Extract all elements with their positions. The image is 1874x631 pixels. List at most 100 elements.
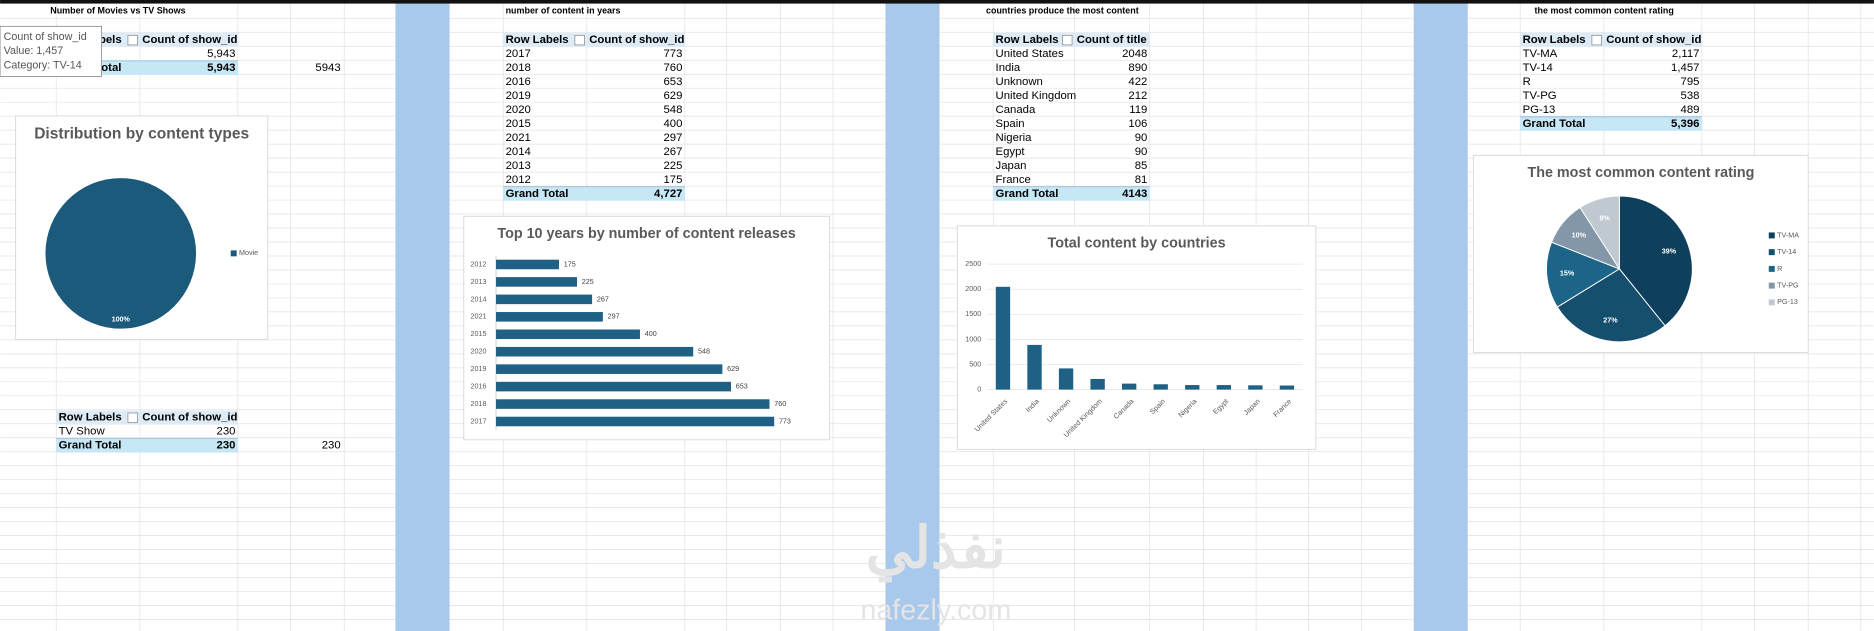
pivot-total-value: 4,727: [654, 188, 682, 200]
pivot-header: [1520, 32, 1702, 47]
pivot-row-value: 629: [664, 90, 683, 102]
pivot-row-value: 422: [1128, 76, 1147, 88]
top-bar: [0, 0, 1874, 4]
pivot-row-value: 85: [1135, 160, 1148, 172]
pivot-row-value: 106: [1128, 118, 1147, 130]
bar: [1185, 385, 1200, 390]
bar: [1279, 385, 1295, 390]
tooltip-line: Category: TV-14: [4, 60, 82, 72]
pivot-row-value: 267: [664, 146, 683, 158]
filter-button: [1591, 35, 1602, 46]
bar: [1027, 344, 1042, 390]
pivot-row-value: 760: [664, 62, 683, 74]
chart-title: Distribution by content types: [34, 124, 250, 143]
y-tick-label: 2015: [471, 330, 487, 338]
y-tick-label: 2021: [471, 313, 487, 321]
data-label: 400: [645, 330, 657, 338]
pivot-header-cell: Count of show_id: [1606, 34, 1701, 46]
pivot-total: [503, 186, 685, 201]
pivot-row-label: 2020: [506, 104, 531, 116]
pivot-total-value: 5,943: [207, 62, 235, 74]
column-band: [395, 0, 450, 631]
data-label: 9%: [1599, 214, 1610, 222]
data-label: 27%: [1603, 316, 1618, 324]
y-tick-label: 2014: [471, 295, 487, 303]
pivot-header-cell: Row Labels: [59, 412, 122, 424]
heading: the most common content rating: [1535, 6, 1674, 16]
pivot-row-value: 297: [664, 132, 683, 144]
pivot-row-label: France: [996, 174, 1031, 186]
pivot-row-label: 2013: [506, 160, 531, 172]
bar: [496, 399, 770, 409]
bar: [496, 364, 723, 374]
chart-title-box: Distribution by content types: [34, 124, 250, 143]
data-label: 175: [564, 260, 576, 268]
bar: [496, 416, 775, 427]
pivot-row-label: Unknown: [996, 76, 1043, 88]
pivot-total: [993, 186, 1150, 201]
y-tick-label: 2019: [471, 365, 487, 373]
watermark: nafezly.com: [860, 594, 1011, 626]
pivot-row-label: 2021: [506, 132, 531, 144]
legend-swatch: [1768, 282, 1775, 289]
chart-area: [956, 225, 1317, 450]
filter-button: [127, 35, 138, 46]
legend-label: Movie: [239, 249, 258, 257]
watermark: نفذلي: [866, 516, 1006, 582]
y-tick-label: 0: [977, 385, 981, 393]
pivot-total-label: Grand Total: [506, 188, 569, 200]
pivot-row-label: Spain: [996, 118, 1025, 130]
pie-slice: [45, 178, 197, 329]
pivot-row-value: 489: [1681, 104, 1700, 116]
bar: [496, 346, 694, 357]
data-label: 773: [779, 417, 791, 425]
bar: [1248, 385, 1263, 390]
pivot-header-cell: Row Labels: [506, 34, 569, 46]
data-label: 15%: [1560, 269, 1575, 277]
y-tick-label: 1500: [965, 310, 981, 318]
bar: [1153, 384, 1168, 390]
bar: [496, 259, 559, 270]
pivot-total-label: Grand Total: [1523, 118, 1586, 130]
pivot-total: [1520, 116, 1702, 131]
pivot-row-label: 2012: [506, 174, 531, 186]
legend-label: R: [1777, 265, 1782, 273]
filter-button: [574, 35, 585, 46]
bar: [496, 329, 640, 340]
data-label: 629: [727, 365, 739, 373]
pivot-row-label: 2019: [506, 90, 531, 102]
legend-label: TV-14: [1777, 248, 1796, 256]
pivot-row-label: 2018: [506, 62, 531, 74]
chart-title: Top 10 years by number of content releas…: [497, 226, 795, 242]
data-label: 39%: [1662, 247, 1677, 255]
bar: [1058, 368, 1074, 390]
pivot-total-value: 5,396: [1671, 118, 1699, 130]
pivot-row-label: TV-PG: [1523, 90, 1557, 102]
pivot-row-label: PG-13: [1523, 104, 1556, 116]
bar: [496, 381, 731, 392]
pie-slice: [1618, 195, 1693, 327]
pivot-row-label: 2015: [506, 118, 531, 130]
y-tick-label: 2017: [471, 417, 487, 425]
pivot-row-value: 1,457: [1671, 62, 1699, 74]
tooltip-line: Value: 1,457: [4, 45, 64, 57]
pivot-header-cell: Count of show_id: [589, 34, 684, 46]
heading: Number of Movies vs TV Shows: [50, 6, 185, 16]
pie-slice: [1546, 241, 1621, 308]
legend-swatch: [230, 250, 237, 257]
pivot-header-cell: Count of title: [1077, 34, 1147, 46]
legend-swatch: [1768, 265, 1775, 272]
tooltip-line: Count of show_id: [4, 31, 87, 43]
legend-label: TV-PG: [1777, 282, 1799, 290]
pivot-row-value: 2048: [1122, 48, 1147, 60]
pivot-row-label: Nigeria: [996, 132, 1033, 144]
pivot-row-value: 230: [217, 426, 236, 438]
chart-title: The most common content rating: [1527, 165, 1754, 181]
y-tick-label: 2012: [471, 260, 487, 268]
pivot-header-cell: Count of show_id: [142, 412, 237, 424]
bar: [496, 277, 577, 287]
tooltip: [0, 25, 103, 77]
legend-label: TV-MA: [1777, 231, 1799, 239]
